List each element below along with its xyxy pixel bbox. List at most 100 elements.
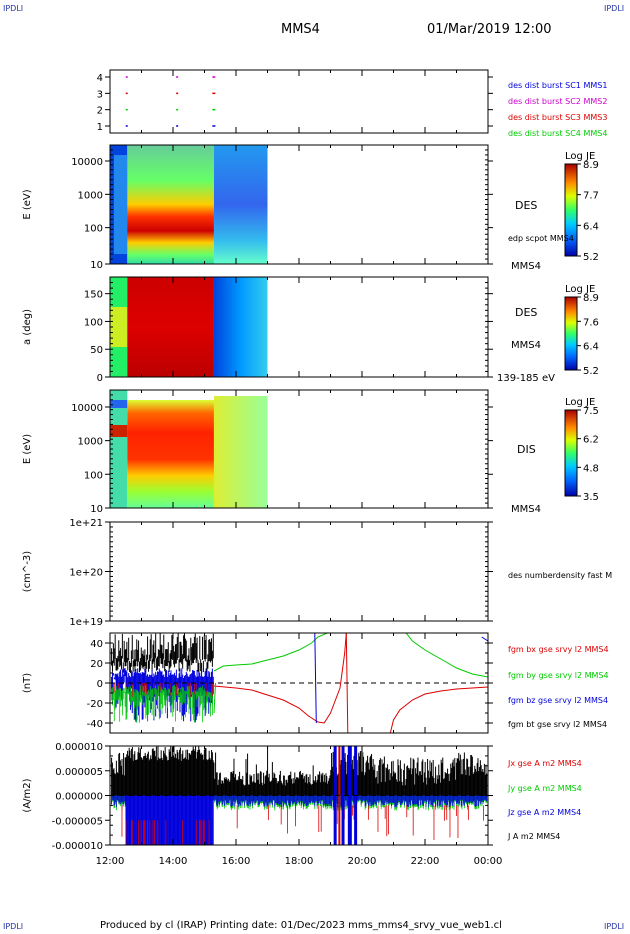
density-ytick-label: 1e+19 bbox=[69, 617, 103, 628]
des-energy-ytick-label: 10 bbox=[90, 260, 103, 271]
des-pitch-ytick-label: 50 bbox=[90, 345, 103, 356]
legend-mms2-burst: des dist burst SC2 MMS2 bbox=[508, 97, 607, 106]
legend-fgm-by: fgm by gse srvy l2 MMS4 bbox=[508, 671, 609, 680]
dis-energy-ytick-label: 10 bbox=[90, 504, 103, 515]
burst-ytick-label: 4 bbox=[97, 73, 103, 84]
corner-label-tr: IPDLI bbox=[604, 4, 625, 13]
fgm-by-trace bbox=[213, 632, 328, 672]
footer-text: Produced by cl (IRAP) Printing date: 01/… bbox=[100, 920, 502, 931]
dis-energy-ytick-label: 10000 bbox=[71, 403, 103, 414]
fgm-ytick-label: -40 bbox=[87, 719, 103, 730]
xtick-label: 16:00 bbox=[222, 856, 251, 867]
current-ytick-label: 0.000010 bbox=[55, 742, 103, 753]
fgm-by-trace bbox=[213, 682, 216, 714]
density-ytick-label: 1e+21 bbox=[69, 518, 103, 529]
des-energy-colorbar-tick: 7.7 bbox=[583, 191, 599, 202]
des-pitch-colorbar-tick: 7.6 bbox=[583, 317, 599, 328]
des-energy-sublabel: edp scpot MMS4 bbox=[508, 234, 574, 243]
legend-current-1: Jy gse A m2 MMS4 bbox=[507, 784, 582, 793]
dis-energy-colorbar-tick: 6.2 bbox=[583, 435, 599, 446]
dis-energy-heat bbox=[110, 425, 128, 437]
legend-current-2: Jz gse A m2 MMS4 bbox=[507, 808, 581, 817]
des-energy-sc-label: MMS4 bbox=[511, 261, 541, 272]
legend-fgm-bz: fgm bz gse srvy l2 MMS4 bbox=[508, 696, 608, 705]
des-pitch-heat bbox=[127, 277, 214, 377]
des-energy-heat bbox=[114, 155, 128, 254]
des-pitch-energy-range: 139-185 eV bbox=[497, 373, 555, 384]
xtick-label: 14:00 bbox=[159, 856, 188, 867]
dis-energy-ytick-label: 1000 bbox=[78, 437, 103, 448]
dis-energy-colorbar-tick: 4.8 bbox=[583, 463, 599, 474]
xtick-label: 18:00 bbox=[285, 856, 314, 867]
fgm-bz-trace bbox=[314, 632, 317, 724]
des-energy-ytick-label: 1000 bbox=[78, 190, 103, 201]
xtick-label: 12:00 bbox=[96, 856, 125, 867]
des-pitch-ylabel: a (deg) bbox=[22, 309, 33, 345]
dis-energy-colorbar-tick: 3.5 bbox=[583, 492, 599, 503]
legend-current-3: J A m2 MMS4 bbox=[507, 832, 560, 841]
fgm-ytick-label: -20 bbox=[87, 699, 103, 710]
current-ylabel: (A/m2) bbox=[22, 778, 33, 812]
fgm-bx-trace bbox=[389, 686, 489, 734]
dis-energy-heat bbox=[127, 400, 214, 508]
dis-energy-colorbar-tick: 7.5 bbox=[583, 406, 599, 417]
density-ytick-label: 1e+20 bbox=[69, 568, 103, 579]
current-ytick-label: 0.000005 bbox=[55, 767, 103, 778]
fgm-ytick-label: 40 bbox=[90, 639, 103, 650]
legend-fgm-bt: fgm bt gse srvy l2 MMS4 bbox=[508, 720, 607, 729]
des-energy-colorbar-tick: 5.2 bbox=[583, 252, 599, 263]
des-pitch-ytick-label: 0 bbox=[97, 373, 103, 384]
des-pitch-colorbar-title: Log JE bbox=[565, 284, 595, 295]
des-pitch-colorbar-tick: 6.4 bbox=[583, 342, 599, 353]
burst-ytick-label: 1 bbox=[97, 122, 103, 133]
legend-mms3-burst: des dist burst SC3 MMS3 bbox=[508, 113, 607, 122]
current-ytick-label: -0.000010 bbox=[52, 841, 103, 852]
legend-mms4-burst: des dist burst SC4 MMS4 bbox=[508, 129, 607, 138]
des-pitch-colorbar-tick: 8.9 bbox=[583, 293, 599, 304]
dis-energy-heat bbox=[213, 396, 268, 508]
corner-label-tl: IPDLI bbox=[3, 4, 24, 13]
des-energy-ylabel: E (eV) bbox=[22, 189, 33, 219]
des-energy-heat bbox=[127, 145, 214, 264]
burst-ytick-label: 3 bbox=[97, 89, 103, 100]
des-pitch-ytick-label: 150 bbox=[84, 290, 103, 301]
fgm-ylabel: (nT) bbox=[22, 673, 33, 693]
xtick-label: 20:00 bbox=[348, 856, 377, 867]
fgm-by-trace bbox=[405, 632, 489, 678]
burst-ytick-label: 2 bbox=[97, 106, 103, 117]
legend-density: des numberdensity fast M bbox=[508, 571, 612, 580]
des-energy-colorbar-tick: 8.9 bbox=[583, 160, 599, 171]
dis-energy-colorbar bbox=[564, 409, 578, 497]
des-pitch-heat bbox=[110, 307, 128, 347]
current-ytick-label: 0.000000 bbox=[55, 792, 103, 803]
des-pitch-label: DES bbox=[515, 306, 537, 319]
des-energy-ytick-label: 10000 bbox=[71, 157, 103, 168]
datetime-title: 01/Mar/2019 12:00 bbox=[427, 22, 552, 37]
xtick-label: 00:00 bbox=[474, 856, 503, 867]
des-energy-colorbar-tick: 6.4 bbox=[583, 221, 599, 232]
fgm-ytick-label: 20 bbox=[90, 659, 103, 670]
corner-label-br: IPDLI bbox=[604, 922, 625, 931]
legend-mms1-burst: des dist burst SC1 MMS1 bbox=[508, 81, 607, 90]
current-ytick-label: -0.000005 bbox=[52, 816, 103, 827]
dis-energy-ylabel: E (eV) bbox=[22, 434, 33, 464]
dis-energy-ytick-label: 100 bbox=[84, 470, 103, 481]
current-band bbox=[347, 746, 352, 845]
fgm-ytick-label: 0 bbox=[97, 679, 103, 690]
corner-label-bl: IPDLI bbox=[3, 922, 24, 931]
xtick-label: 22:00 bbox=[411, 856, 440, 867]
des-pitch-colorbar-tick: 5.2 bbox=[583, 366, 599, 377]
dis-energy-label: DIS bbox=[517, 443, 536, 456]
spacecraft-title: MMS4 bbox=[281, 22, 320, 37]
dis-energy-heat bbox=[110, 390, 128, 508]
density-frame bbox=[109, 521, 489, 622]
dis-energy-heat bbox=[110, 400, 128, 408]
des-pitch-heat bbox=[213, 277, 268, 377]
des-energy-colorbar bbox=[564, 163, 578, 257]
des-pitch-colorbar bbox=[564, 296, 578, 371]
des-pitch-ytick-label: 100 bbox=[84, 317, 103, 328]
legend-current-0: Jx gse A m2 MMS4 bbox=[507, 759, 582, 768]
des-energy-ytick-label: 100 bbox=[84, 224, 103, 235]
des-energy-colorbar-title: Log JE bbox=[565, 151, 595, 162]
